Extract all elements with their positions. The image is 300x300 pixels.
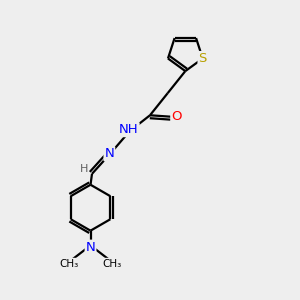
Text: H: H: [80, 164, 88, 173]
Text: CH₃: CH₃: [59, 259, 79, 269]
Text: N: N: [104, 147, 114, 160]
Text: N: N: [85, 241, 95, 254]
Text: NH: NH: [119, 123, 139, 136]
Text: S: S: [199, 52, 207, 65]
Text: O: O: [171, 110, 182, 123]
Text: CH₃: CH₃: [102, 259, 122, 269]
